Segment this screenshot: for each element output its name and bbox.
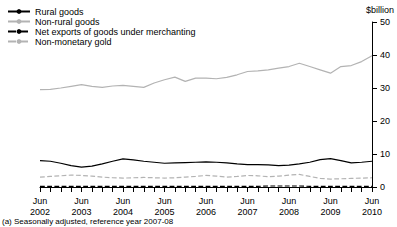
svg-text:2010: 2010 xyxy=(362,207,382,217)
svg-text:2008: 2008 xyxy=(279,207,299,217)
svg-text:2007: 2007 xyxy=(237,207,257,217)
svg-text:Net exports of goods under mer: Net exports of goods under merchanting xyxy=(35,27,196,37)
svg-text:Jun: Jun xyxy=(157,196,172,206)
svg-text:Jun: Jun xyxy=(33,196,48,206)
svg-text:Jun: Jun xyxy=(240,196,255,206)
svg-text:2009: 2009 xyxy=(320,207,340,217)
svg-text:(a) Seasonally adjusted, refer: (a) Seasonally adjusted, reference year … xyxy=(2,217,174,226)
svg-text:Non-rural goods: Non-rural goods xyxy=(35,17,100,27)
svg-text:10: 10 xyxy=(380,149,390,159)
svg-text:Jun: Jun xyxy=(323,196,338,206)
svg-text:2003: 2003 xyxy=(71,207,91,217)
svg-text:2005: 2005 xyxy=(154,207,174,217)
svg-text:0: 0 xyxy=(380,182,385,192)
svg-text:20: 20 xyxy=(380,116,390,126)
svg-text:Jun: Jun xyxy=(282,196,297,206)
svg-text:30: 30 xyxy=(380,83,390,93)
svg-text:Jun: Jun xyxy=(116,196,131,206)
svg-text:50: 50 xyxy=(380,17,390,27)
svg-text:2006: 2006 xyxy=(196,207,216,217)
svg-text:2004: 2004 xyxy=(113,207,133,217)
svg-text:Jun: Jun xyxy=(74,196,89,206)
svg-text:40: 40 xyxy=(380,50,390,60)
svg-text:Jun: Jun xyxy=(365,196,380,206)
svg-text:Jun: Jun xyxy=(199,196,214,206)
svg-text:Non-monetary gold: Non-monetary gold xyxy=(35,37,112,47)
svg-text:2002: 2002 xyxy=(30,207,50,217)
svg-text:Rural goods: Rural goods xyxy=(35,7,84,17)
svg-text:$billion: $billion xyxy=(366,5,394,15)
